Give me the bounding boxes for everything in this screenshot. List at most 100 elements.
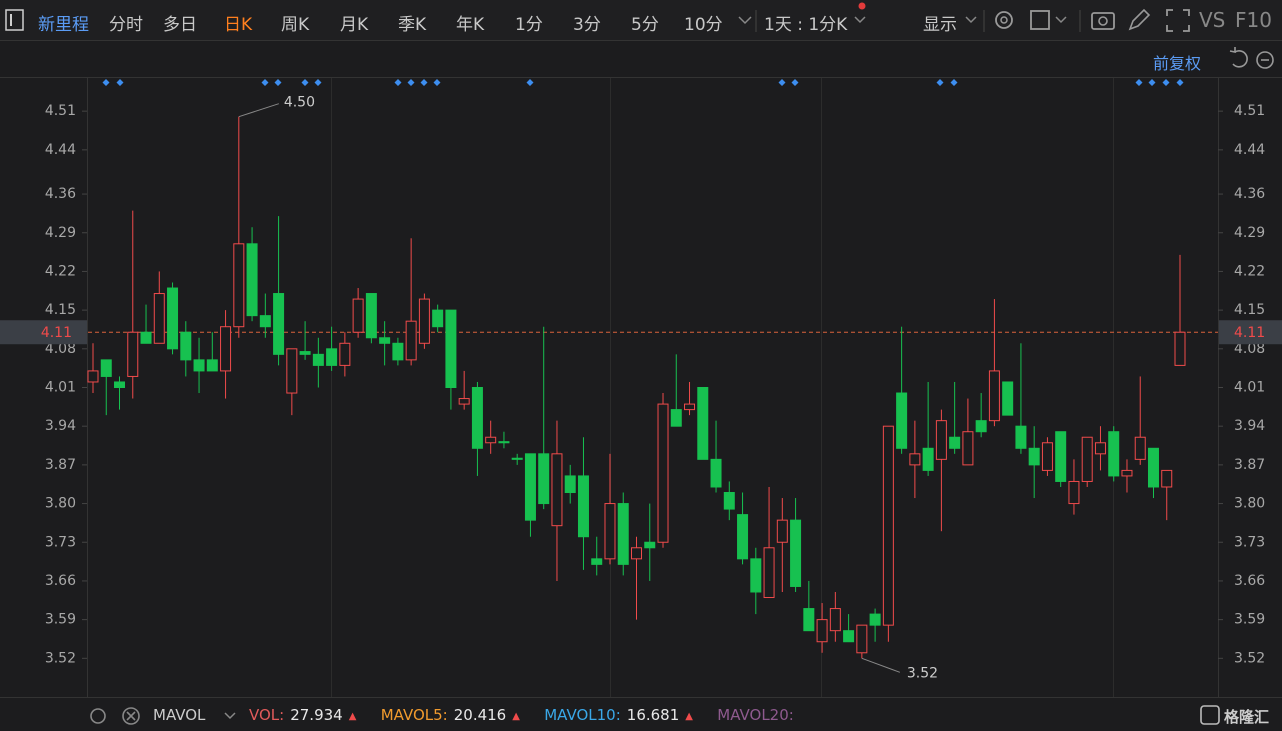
candle-body [829,608,841,632]
tab[interactable]: 周K [281,15,310,35]
y-tick-label: 4.51 [45,103,76,119]
tab[interactable]: 分时 [109,15,143,35]
candle-body [127,331,139,377]
candle-body [1028,447,1040,466]
indicator-value: 16.681 [626,706,680,724]
last-price-box [0,320,87,345]
period-select[interactable]: 1天 : 1分K [764,15,848,35]
camera-icon[interactable] [1091,12,1115,30]
candle-body [922,447,934,471]
candle-body [1081,436,1093,482]
zoom-out-icon[interactable] [1256,51,1274,69]
settings-icon[interactable] [90,708,106,724]
candle-body [1174,331,1186,366]
y2-tick-label: 3.66 [1234,573,1265,589]
candle-body [299,351,311,355]
y-tick-label: 4.08 [45,341,76,357]
tab[interactable]: 1分 [515,15,543,35]
candle-body [551,453,563,527]
chevron[interactable] [965,16,977,24]
chevron[interactable] [1055,16,1067,24]
settings-icon[interactable] [995,11,1013,29]
candle-body [763,547,775,599]
y-tick-label: 4.15 [45,302,76,318]
indicator-name[interactable]: MAVOL [153,706,206,724]
close-icon[interactable] [122,707,140,725]
y2-tick-label: 4.08 [1234,341,1265,357]
y-tick-label: 4.44 [45,142,76,158]
indicator-label: MAVOL5: [380,706,448,724]
candle-body [498,441,510,444]
event-markers [102,79,1184,86]
tab[interactable]: 日K [224,15,253,35]
tab[interactable]: 月K [340,15,369,35]
y-tick-label: 4.01 [45,380,76,396]
candle-body [511,457,523,460]
candle-body [180,331,192,361]
display-menu[interactable]: 显示 [923,15,957,35]
reset-icon [1229,47,1236,53]
chevron[interactable] [738,16,752,25]
sidebar-icon[interactable] [5,9,24,31]
y2-tick-label: 3.59 [1234,612,1265,628]
logo: 格隆汇 [1224,708,1270,726]
candle-body [697,387,709,460]
y2-tick-label: 3.94 [1234,418,1265,434]
indicator-value: 27.934 [290,706,343,724]
candle-body [153,293,165,344]
candle-body [140,331,152,344]
vs-button[interactable]: VS [1199,8,1226,32]
candle-body [750,558,762,593]
candle-body [352,298,364,333]
reset-icon[interactable] [1232,50,1248,68]
candle-body [949,436,961,449]
tab[interactable]: 10分 [684,15,723,35]
chevron[interactable] [224,712,236,720]
tab[interactable]: 季K [398,15,427,35]
candle-body [644,541,656,549]
candle-body [432,309,444,328]
tab[interactable]: 多日 [163,15,197,35]
y-tick-label: 4.22 [45,263,76,279]
y2-tick-label: 3.52 [1234,650,1265,666]
indicator-label: MAVOL10: [544,706,621,724]
chevron[interactable] [854,16,866,24]
candle-body [1147,447,1159,488]
y2-tick-label: 3.73 [1234,534,1265,550]
candle-body [684,403,696,411]
fullscreen-icon[interactable] [1166,9,1190,32]
candle-body [896,392,908,449]
y2-tick-label: 4.29 [1234,225,1265,241]
candle-body [259,315,271,328]
y-tick-label: 4.29 [45,225,76,241]
candle-body [1161,469,1173,488]
stock-name[interactable]: 新里程 [38,15,89,35]
candle-body [1055,431,1067,482]
candle-body [87,370,99,383]
notice-dot [858,2,866,10]
candle-body [206,359,218,372]
up-arrow: ▲ [685,711,693,722]
candle-body [1094,442,1106,455]
candle-body [418,298,430,344]
candle-body [538,453,550,505]
candle-body [723,492,735,510]
f10-button[interactable]: F10 [1235,8,1272,32]
candle-body [405,320,417,361]
candle-body [458,398,470,405]
candle-body [737,514,749,560]
draw-icon[interactable] [1128,8,1151,31]
tab[interactable]: 年K [456,15,485,35]
adjust-mode[interactable]: 前复权 [1153,54,1202,73]
y2-tick-label: 4.44 [1234,142,1265,158]
candle-body [524,453,536,521]
tab[interactable]: 5分 [631,15,659,35]
candle-body [326,348,338,366]
layout-icon[interactable] [1030,10,1050,30]
candle-body [167,287,179,350]
y2-tick-label: 4.22 [1234,263,1265,279]
tab[interactable]: 3分 [573,15,601,35]
y-tick-label: 4.36 [45,186,76,202]
candle-body [220,326,232,372]
